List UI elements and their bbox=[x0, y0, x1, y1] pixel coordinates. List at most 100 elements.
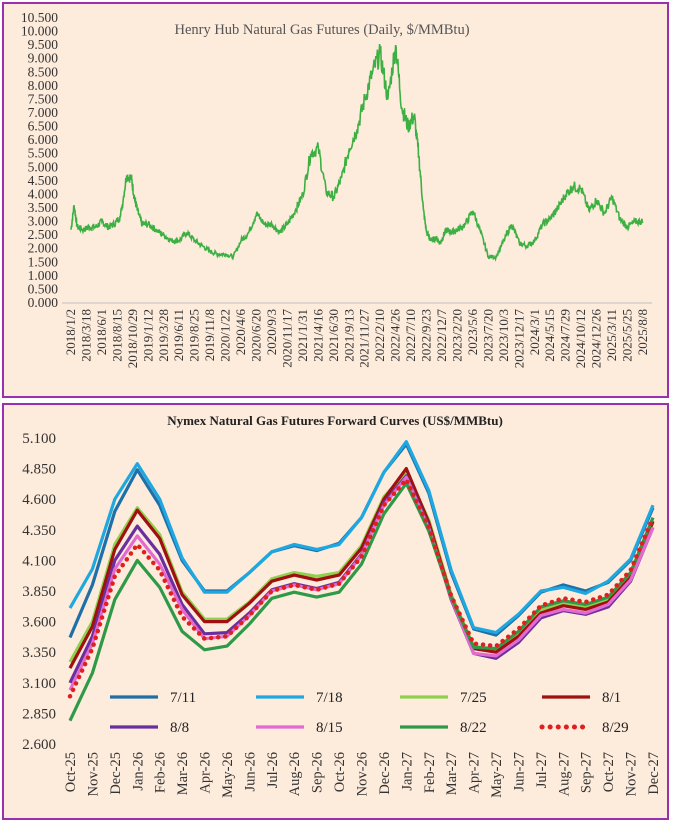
y-tick-label: 0.500 bbox=[28, 281, 59, 296]
y-tick-label: 3.000 bbox=[28, 214, 59, 229]
forward-curves-chart: Nymex Natural Gas Futures Forward Curves… bbox=[22, 413, 662, 798]
x-tick-label: 2020/6/20 bbox=[249, 309, 264, 362]
legend-label: 7/18 bbox=[316, 690, 343, 706]
y-tick-label: 0.000 bbox=[28, 295, 59, 310]
x-tick-label: Feb-27 bbox=[422, 752, 438, 793]
y-tick-label: 4.600 bbox=[22, 492, 56, 508]
y-tick-label: 7.000 bbox=[28, 105, 59, 120]
chart-title: Henry Hub Natural Gas Futures (Daily, $/… bbox=[174, 22, 469, 38]
x-tick-label: 2019/6/11 bbox=[171, 309, 186, 361]
x-tick-label: 2018/8/15 bbox=[109, 309, 124, 362]
y-tick-label: 3.350 bbox=[22, 645, 56, 661]
legend-label: 8/1 bbox=[602, 690, 621, 706]
y-tick-label: 10.500 bbox=[21, 10, 58, 25]
x-tick-label: Dec-25 bbox=[108, 752, 124, 795]
x-tick-label: Nov-27 bbox=[624, 752, 640, 796]
x-tick-label: 2024/12/26 bbox=[589, 309, 604, 369]
legend-item: 8/1 bbox=[542, 690, 621, 706]
x-tick-label: 2018/1/2 bbox=[63, 309, 78, 355]
x-tick-label: 2024/3/1 bbox=[527, 309, 542, 355]
x-tick-label: Jul-26 bbox=[265, 752, 281, 788]
x-tick-label: Jun-27 bbox=[511, 752, 527, 791]
y-tick-label: 7.500 bbox=[28, 91, 59, 106]
x-tick-label: Dec-26 bbox=[377, 752, 393, 795]
x-tick-label: Sep-26 bbox=[310, 752, 326, 793]
x-tick-label: 2021/11/27 bbox=[357, 309, 372, 368]
x-tick-label: 2020/4/6 bbox=[233, 309, 248, 356]
x-tick-label: Apr-27 bbox=[467, 752, 483, 794]
series-7-18 bbox=[68, 440, 655, 635]
x-tick-label: Nov-25 bbox=[85, 752, 101, 796]
x-tick-label: 2023/5/6 bbox=[465, 309, 480, 356]
x-tick-label: Jan-27 bbox=[399, 752, 415, 791]
x-tick-label: 2021/1/31 bbox=[295, 309, 310, 362]
x-tick-label: 2020/11/17 bbox=[279, 309, 294, 368]
y-tick-label: 2.600 bbox=[22, 737, 56, 753]
henry-hub-chart: 0.0000.5001.0001.5002.0002.5003.0003.500… bbox=[21, 10, 652, 369]
legend-item: 8/22 bbox=[400, 720, 487, 736]
x-tick-label: Aug-27 bbox=[556, 752, 572, 796]
legend-label: 7/25 bbox=[460, 690, 487, 706]
x-tick-label: Apr-26 bbox=[198, 752, 214, 794]
y-tick-label: 5.000 bbox=[28, 159, 59, 174]
x-tick-label: 2019/8/25 bbox=[187, 309, 202, 362]
chart-title: Nymex Natural Gas Futures Forward Curves… bbox=[167, 413, 503, 428]
y-tick-label: 3.600 bbox=[22, 615, 56, 631]
y-tick-label: 4.850 bbox=[22, 462, 56, 478]
y-tick-label: 2.000 bbox=[28, 241, 59, 256]
x-tick-label: 2025/3/11 bbox=[604, 309, 619, 361]
x-tick-label: Jan-26 bbox=[130, 752, 146, 791]
legend-item: 8/15 bbox=[256, 720, 343, 736]
x-tick-label: 2019/3/28 bbox=[156, 309, 171, 362]
x-tick-label: 2023/12/17 bbox=[511, 309, 526, 369]
series-line bbox=[68, 481, 655, 722]
x-tick-label: 2020/1/22 bbox=[218, 309, 233, 362]
y-tick-label: 4.500 bbox=[28, 173, 59, 188]
legend-label: 8/22 bbox=[460, 720, 487, 736]
henry-hub-chart-panel: 0.000 0.500 1.000 1.500 2.000 2.500 3.000 3.500… bbox=[2, 2, 669, 398]
x-tick-label: Nov-26 bbox=[355, 752, 371, 796]
y-tick-label: 6.000 bbox=[28, 132, 59, 147]
x-tick-label: 2021/6/30 bbox=[326, 309, 341, 362]
series-line bbox=[68, 440, 655, 635]
x-tick-label: Aug-26 bbox=[287, 752, 303, 796]
x-tick-label: 2021/9/13 bbox=[341, 309, 356, 362]
series-8-8 bbox=[68, 474, 655, 684]
y-tick-label: 5.100 bbox=[22, 431, 56, 447]
x-tick-label: Mar-27 bbox=[444, 752, 460, 795]
legend-item: 7/25 bbox=[400, 690, 487, 706]
x-tick-label: Oct-25 bbox=[63, 752, 79, 792]
x-tick-label: 2018/3/18 bbox=[78, 309, 93, 362]
x-tick-label: Sep-27 bbox=[579, 752, 595, 793]
series-8-1 bbox=[68, 467, 655, 669]
x-tick-label: 2025/8/8 bbox=[635, 309, 650, 355]
y-tick-label: 2.500 bbox=[28, 227, 59, 242]
legend-item: 8/29 bbox=[539, 720, 629, 736]
y-tick-label: 4.100 bbox=[22, 553, 56, 569]
legend-item: 7/11 bbox=[110, 690, 196, 706]
series-line bbox=[68, 474, 655, 684]
y-tick-label: 8.000 bbox=[28, 78, 59, 93]
x-tick-label: 2023/10/3 bbox=[496, 309, 511, 362]
x-tick-label: Jun-26 bbox=[242, 752, 258, 791]
x-tick-label: Oct-27 bbox=[601, 752, 617, 792]
x-tick-label: 2022/2/10 bbox=[372, 309, 387, 362]
y-tick-label: 2.850 bbox=[22, 706, 56, 722]
forward-curves-chart-panel: Nymex Natural Gas Futures Forward Curves… bbox=[2, 403, 669, 820]
legend-label: 8/29 bbox=[602, 720, 629, 736]
y-tick-label: 1.500 bbox=[28, 254, 59, 269]
x-tick-label: Jul-27 bbox=[534, 752, 550, 788]
x-tick-label: 2019/1/12 bbox=[140, 309, 155, 362]
y-tick-label: 1.000 bbox=[28, 268, 59, 283]
series-8-22 bbox=[68, 481, 655, 722]
y-tick-label: 9.500 bbox=[28, 37, 59, 52]
x-tick-label: 2022/12/7 bbox=[434, 309, 449, 362]
legend-item: 7/18 bbox=[256, 690, 343, 706]
y-tick-label: 10.000 bbox=[21, 24, 58, 39]
x-tick-label: 2024/5/15 bbox=[542, 309, 557, 362]
x-tick-label: 2019/11/8 bbox=[202, 309, 217, 361]
x-tick-label: 2021/4/16 bbox=[310, 309, 325, 362]
x-tick-label: 2022/4/26 bbox=[388, 309, 403, 362]
x-tick-label: 2025/5/25 bbox=[620, 309, 635, 362]
x-tick-label: 2018/10/29 bbox=[125, 309, 140, 368]
